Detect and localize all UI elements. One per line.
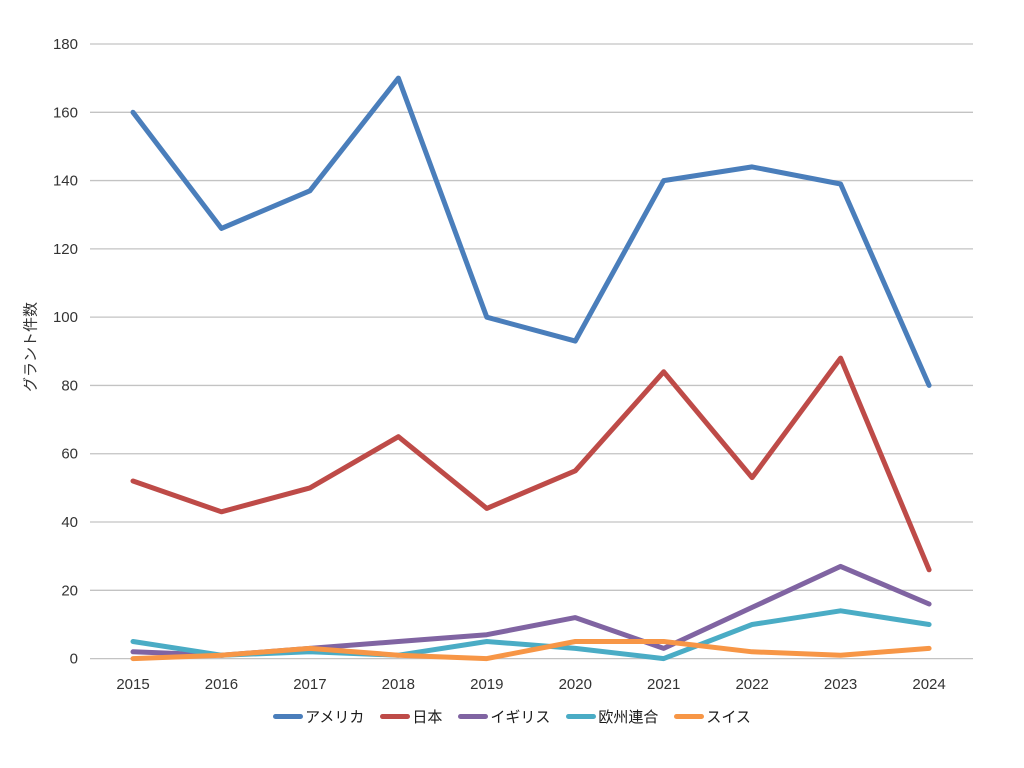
legend-item-3: 欧州連合 xyxy=(566,706,658,727)
x-tick-label: 2022 xyxy=(735,676,768,693)
legend-swatch-icon xyxy=(674,714,705,719)
y-tick-label: 80 xyxy=(61,377,78,394)
y-tick-label: 20 xyxy=(61,582,78,599)
y-tick-label: 40 xyxy=(61,514,78,531)
legend-swatch-icon xyxy=(458,714,489,719)
legend-label: アメリカ xyxy=(305,709,365,726)
series-line-2 xyxy=(130,563,932,658)
x-tick-label: 2024 xyxy=(912,676,945,693)
legend-item-4: スイス xyxy=(674,706,751,727)
legend-label: イギリス xyxy=(490,709,551,726)
x-tick-label: 2020 xyxy=(559,676,592,693)
x-tick-label: 2017 xyxy=(293,676,326,693)
series-line-4 xyxy=(130,639,932,662)
legend-label: スイス xyxy=(706,709,751,726)
y-tick-label: 160 xyxy=(53,104,78,121)
chart-legend: アメリカ 日本 イギリス 欧州連合 スイス xyxy=(0,706,1024,727)
legend-swatch-icon xyxy=(273,714,304,719)
x-tick-label: 2018 xyxy=(382,676,415,693)
legend-label: 欧州連合 xyxy=(598,709,659,726)
x-tick-label: 2023 xyxy=(824,676,857,693)
y-tick-label: 180 xyxy=(53,36,78,53)
legend-swatch-icon xyxy=(380,714,411,719)
legend-swatch-icon xyxy=(566,714,597,719)
legend-item-2: イギリス xyxy=(458,706,550,727)
y-tick-label: 60 xyxy=(61,446,78,463)
legend-item-1: 日本 xyxy=(380,706,442,727)
x-tick-label: 2016 xyxy=(205,676,238,693)
x-tick-label: 2021 xyxy=(647,676,680,693)
legend-label: 日本 xyxy=(412,709,443,726)
y-tick-label: 100 xyxy=(53,309,78,326)
legend-item-0: アメリカ xyxy=(273,706,364,727)
series-line-1 xyxy=(130,355,932,573)
y-tick-label: 120 xyxy=(53,241,78,258)
x-tick-label: 2019 xyxy=(470,676,503,693)
series-line-0 xyxy=(130,75,932,388)
y-tick-label: 0 xyxy=(70,651,78,668)
x-tick-label: 2015 xyxy=(116,676,149,693)
y-tick-label: 140 xyxy=(53,173,78,190)
